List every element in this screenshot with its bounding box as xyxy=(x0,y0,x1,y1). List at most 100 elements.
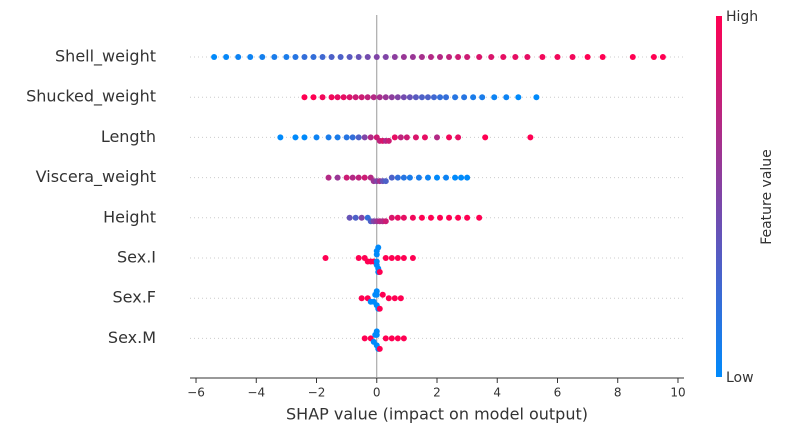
shap-point xyxy=(343,174,350,181)
shap-point xyxy=(391,295,398,302)
shap-point xyxy=(355,255,362,261)
shap-point xyxy=(382,94,389,101)
shap-point xyxy=(427,54,434,60)
x-tick-label: 8 xyxy=(614,386,622,400)
shap-point xyxy=(364,94,371,101)
x-tick-label: −6 xyxy=(187,386,205,400)
shap-point xyxy=(458,174,465,181)
shap-point xyxy=(334,94,341,101)
shap-point xyxy=(470,94,477,101)
shap-point xyxy=(406,174,413,181)
shap-point xyxy=(292,134,299,141)
shap-point xyxy=(247,54,254,60)
x-tick-label: 4 xyxy=(493,386,501,400)
shap-point xyxy=(434,174,440,181)
shap-point xyxy=(361,174,368,181)
shap-point xyxy=(391,134,398,141)
y-tick-label: Length xyxy=(101,127,156,146)
shap-point xyxy=(382,255,389,261)
shap-point xyxy=(394,214,401,221)
shap-point xyxy=(424,174,431,181)
shap-point xyxy=(376,305,383,312)
shap-point xyxy=(343,134,350,141)
shap-point xyxy=(319,54,326,60)
shap-point xyxy=(334,134,341,141)
shap-point xyxy=(403,134,410,141)
shap-point xyxy=(355,174,362,181)
shap-point xyxy=(500,54,507,60)
shap-point xyxy=(569,54,576,60)
shap-point xyxy=(361,335,368,342)
shap-point xyxy=(382,335,389,342)
shap-point xyxy=(373,328,380,335)
shap-point xyxy=(394,335,401,342)
x-tick-label: −2 xyxy=(308,386,326,400)
shap-point xyxy=(394,94,401,101)
shap-point xyxy=(373,54,380,60)
shap-point xyxy=(376,94,383,101)
shap-point xyxy=(235,54,242,60)
shap-point xyxy=(446,54,453,60)
shap-point xyxy=(418,94,425,101)
shap-point xyxy=(223,54,230,60)
shap-point xyxy=(328,94,335,101)
shap-point xyxy=(367,134,374,141)
shap-point xyxy=(464,214,471,221)
shap-point xyxy=(397,295,404,302)
shap-point xyxy=(446,134,453,141)
shap-point xyxy=(301,54,308,60)
shap-point xyxy=(400,174,407,181)
shap-point xyxy=(437,214,444,221)
shap-point xyxy=(452,174,459,181)
shap-point xyxy=(361,134,368,141)
shap-point xyxy=(388,94,395,101)
shap-point xyxy=(334,174,341,181)
shap-point xyxy=(355,134,362,141)
y-tick-label: Sex.F xyxy=(113,288,156,307)
shap-point xyxy=(464,54,471,60)
shap-point xyxy=(352,94,359,101)
shap-point xyxy=(310,94,317,101)
colorbar-low: Low xyxy=(726,370,754,386)
colorbar-label: Feature value xyxy=(759,149,775,245)
shap-point xyxy=(388,214,395,221)
shap-point xyxy=(479,94,486,101)
shap-point xyxy=(427,214,434,221)
shap-point xyxy=(277,134,284,141)
colorbar xyxy=(716,16,722,377)
shap-point xyxy=(533,94,540,101)
shap-point xyxy=(394,255,401,261)
shap-point xyxy=(400,54,407,60)
shap-point xyxy=(364,54,371,60)
shap-point xyxy=(464,174,471,181)
y-tick-label: Viscera_weight xyxy=(36,167,156,187)
shap-point xyxy=(539,54,546,60)
y-tick-label: Sex.M xyxy=(108,328,156,347)
shap-point xyxy=(524,54,531,60)
shap-point xyxy=(418,54,425,60)
x-tick-label: 2 xyxy=(433,386,441,400)
shap-point xyxy=(452,94,459,101)
x-tick-label: −4 xyxy=(247,386,265,400)
y-tick-label: Height xyxy=(103,207,156,226)
y-tick-label: Sex.I xyxy=(117,248,156,267)
shap-point xyxy=(488,54,495,60)
shap-point xyxy=(355,54,362,60)
shap-point xyxy=(352,214,359,221)
shap-point xyxy=(358,214,365,221)
shap-point xyxy=(346,94,353,101)
shap-point xyxy=(515,94,522,101)
shap-point xyxy=(376,269,383,275)
shap-point xyxy=(599,54,606,60)
shap-point xyxy=(476,214,483,221)
shap-point xyxy=(349,134,356,141)
shap-point xyxy=(388,255,395,261)
shap-point xyxy=(424,94,431,101)
shap-point xyxy=(394,174,401,181)
shap-point xyxy=(409,54,416,60)
shap-point xyxy=(400,255,407,261)
y-tick-label: Shucked_weight xyxy=(26,87,156,107)
x-tick-label: 10 xyxy=(670,386,685,400)
shap-point xyxy=(412,94,419,101)
shap-point xyxy=(388,174,395,181)
